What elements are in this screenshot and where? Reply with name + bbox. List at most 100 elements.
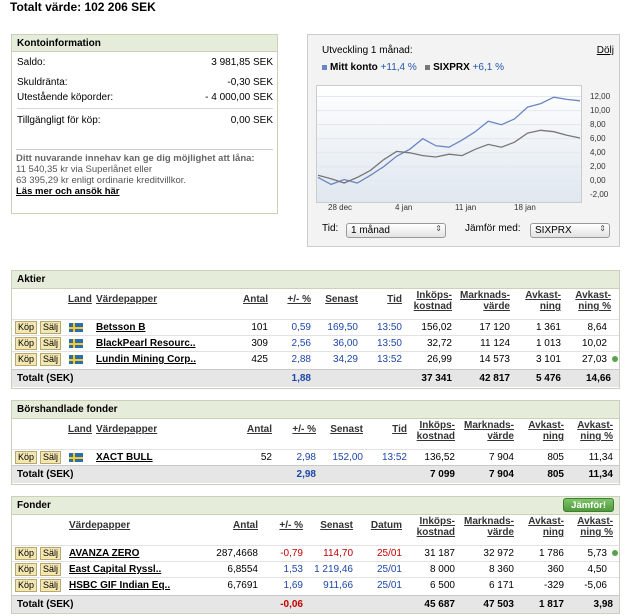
col-country[interactable]: Land: [68, 424, 92, 435]
y-tick-label: 8,00: [590, 120, 606, 129]
col-security[interactable]: Värdepapper: [96, 294, 158, 305]
security-name-link[interactable]: Betsson B: [96, 322, 146, 333]
col-change[interactable]: +/- %: [292, 424, 316, 435]
return-pct: 10,02: [581, 338, 607, 349]
col-market-value[interactable]: Marknads-värde: [460, 290, 510, 312]
col-return-pct[interactable]: Avkast-ning %: [575, 290, 611, 312]
return-value: 1 361: [535, 322, 561, 333]
last-price: 169,50: [327, 322, 358, 333]
buy-button[interactable]: Köp: [15, 563, 38, 576]
col-return[interactable]: Avkast-ning: [528, 516, 564, 538]
compare-select[interactable]: SIXPRX ⇕: [530, 223, 610, 238]
buy-button[interactable]: Köp: [15, 321, 38, 334]
col-last[interactable]: Senast: [320, 520, 353, 531]
market-value: 11 124: [480, 338, 510, 349]
sell-button[interactable]: Sälj: [40, 579, 62, 592]
fund-name-link[interactable]: East Capital Ryssl..: [69, 564, 162, 575]
col-cost-line1: Inköps-: [416, 290, 452, 301]
col-mv-line1: Marknads-: [459, 290, 510, 301]
total-return-pct: 11,34: [588, 469, 613, 480]
buy-button[interactable]: Köp: [15, 451, 38, 464]
etf-total-row: Totalt (SEK) 2,98 7 099 7 904 805 11,34: [12, 465, 619, 483]
col-date[interactable]: Datum: [370, 520, 402, 531]
sell-button[interactable]: Sälj: [40, 563, 62, 576]
col-change[interactable]: +/- %: [279, 520, 303, 531]
col-time[interactable]: Tid: [387, 294, 402, 305]
col-quantity[interactable]: Antal: [243, 294, 268, 305]
col-cost[interactable]: Inköps-kostnad: [414, 290, 452, 312]
col-change[interactable]: +/- %: [287, 294, 311, 305]
col-return-pct-line1: Avkast-: [577, 516, 613, 527]
col-return-line1: Avkast-: [525, 290, 561, 301]
col-cost[interactable]: Inköps-kostnad: [417, 516, 455, 538]
change-pct: 2,88: [291, 354, 311, 365]
status-dot-icon: [612, 550, 618, 556]
change-pct: 0,59: [291, 322, 311, 333]
return-value: -329: [543, 580, 564, 591]
compare-funds-button[interactable]: Jämför!: [563, 498, 614, 512]
x-tick-label: 4 jan: [395, 203, 413, 212]
sell-button[interactable]: Sälj: [40, 353, 62, 366]
return-value: 1 786: [538, 548, 564, 559]
col-market-value[interactable]: Marknads-värde: [464, 516, 514, 538]
sell-button[interactable]: Sälj: [40, 451, 62, 464]
col-last[interactable]: Senast: [330, 424, 363, 435]
buy-button[interactable]: Köp: [15, 579, 38, 592]
buy-button[interactable]: Köp: [15, 353, 38, 366]
col-return[interactable]: Avkast-ning: [528, 420, 564, 442]
total-change: -0,06: [280, 599, 303, 610]
buy-button[interactable]: Köp: [15, 337, 38, 350]
col-market-value[interactable]: Marknads-värde: [464, 420, 514, 442]
col-cost-line2: kostnad: [413, 301, 452, 312]
sell-button[interactable]: Sälj: [40, 547, 62, 560]
table-row: Köp Sälj BlackPearl Resourc.. 309 2,56 36,00 1…: [12, 335, 619, 351]
y-tick-label: 12,00: [590, 92, 611, 101]
debt-interest-value: -0,30 SEK: [227, 77, 273, 88]
security-name-link[interactable]: BlackPearl Resourc..: [96, 338, 196, 349]
col-quantity[interactable]: Antal: [247, 424, 272, 435]
buy-button[interactable]: Köp: [15, 547, 38, 560]
total-return: 5 476: [535, 373, 561, 384]
col-quantity[interactable]: Antal: [233, 520, 258, 531]
total-market-value: 47 503: [483, 599, 514, 610]
market-value: 6 171: [488, 580, 514, 591]
total-change: 1,88: [291, 373, 311, 384]
col-return-pct[interactable]: Avkast-ning %: [577, 516, 613, 538]
debt-interest-label: Skuldränta:: [17, 77, 68, 88]
col-last[interactable]: Senast: [325, 294, 358, 305]
legend-swatch: [322, 64, 327, 70]
col-return-pct[interactable]: Avkast-ning %: [577, 420, 613, 442]
period-select[interactable]: 1 månad ⇕: [346, 223, 446, 238]
apply-link[interactable]: Läs mer och ansök här: [16, 186, 120, 197]
x-tick-label: 28 dec: [328, 203, 353, 212]
security-name-link[interactable]: XACT BULL: [96, 452, 153, 463]
col-country[interactable]: Land: [68, 294, 92, 305]
return-pct: 5,73: [587, 548, 607, 559]
security-name-link[interactable]: Lundin Mining Corp..: [96, 354, 196, 365]
y-tick-label: 0,00: [590, 176, 606, 185]
col-security[interactable]: Värdepapper: [69, 520, 131, 531]
sell-button[interactable]: Sälj: [40, 321, 62, 334]
col-return-line2: ning: [539, 301, 561, 312]
quantity: 52: [260, 452, 272, 463]
cost-price: 32,72: [426, 338, 452, 349]
col-mv-line2: värde: [487, 527, 514, 538]
last-price: 114,70: [323, 548, 353, 559]
quantity: 425: [251, 354, 268, 365]
sell-button[interactable]: Sälj: [40, 337, 62, 350]
col-return[interactable]: Avkast-ning: [525, 290, 561, 312]
hide-link[interactable]: Dölj: [596, 45, 614, 56]
quantity: 287,4668: [216, 548, 258, 559]
col-security[interactable]: Värdepapper: [96, 424, 158, 435]
cost-price: 136,52: [424, 452, 455, 463]
col-time[interactable]: Tid: [392, 424, 407, 435]
return-pct: 8,64: [587, 322, 607, 333]
fund-name-link[interactable]: HSBC GIF Indian Eq..: [69, 580, 171, 591]
col-cost[interactable]: Inköps-kostnad: [417, 420, 455, 442]
select-arrows-icon: ⇕: [435, 224, 442, 233]
return-value: 805: [547, 452, 564, 463]
balance-label: Saldo:: [17, 57, 46, 68]
fund-name-link[interactable]: AVANZA ZERO: [69, 548, 140, 559]
trade-time: 13:52: [376, 354, 402, 365]
change-pct: 1,69: [283, 580, 303, 591]
